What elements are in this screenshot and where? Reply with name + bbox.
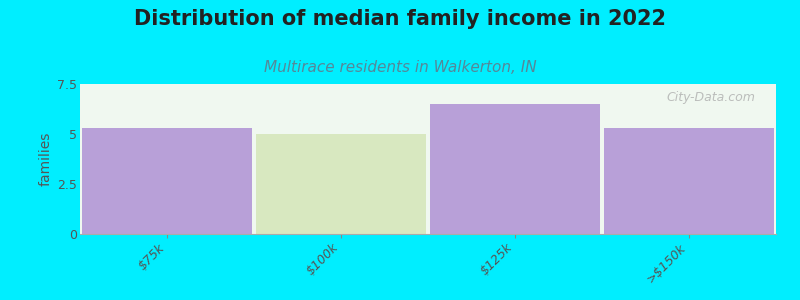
Bar bbox=[82, 128, 252, 234]
Text: City-Data.com: City-Data.com bbox=[666, 92, 755, 104]
Text: Distribution of median family income in 2022: Distribution of median family income in … bbox=[134, 9, 666, 29]
Bar bbox=[256, 134, 426, 234]
Bar bbox=[430, 104, 600, 234]
Bar bbox=[604, 128, 774, 234]
Y-axis label: families: families bbox=[39, 132, 53, 186]
Text: Multirace residents in Walkerton, IN: Multirace residents in Walkerton, IN bbox=[264, 60, 536, 75]
